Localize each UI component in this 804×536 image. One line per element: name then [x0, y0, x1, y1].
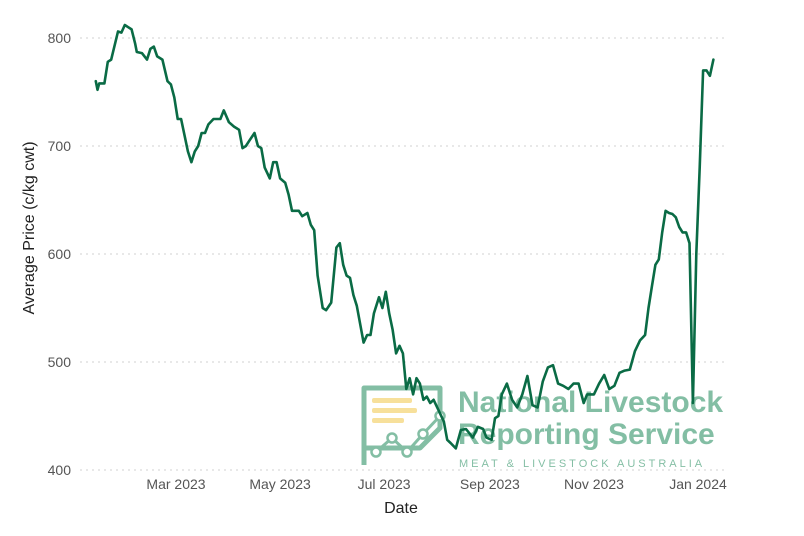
nlrs-logo-icon [361, 385, 446, 465]
watermark-title-line2: Reporting Service [458, 418, 715, 451]
x-tick-label: Mar 2023 [146, 476, 205, 492]
x-tick-label: Jan 2024 [669, 476, 727, 492]
x-axis-ticks: Mar 2023 May 2023 Jul 2023 Sep 2023 Nov 2023… [146, 476, 727, 492]
y-tick-label: 800 [48, 30, 72, 46]
x-tick-label: Jul 2023 [358, 476, 411, 492]
y-tick-label: 700 [48, 138, 72, 154]
y-tick-label: 400 [48, 462, 72, 478]
y-tick-label: 500 [48, 354, 72, 370]
series-line [94, 23, 715, 450]
x-tick-label: Nov 2023 [564, 476, 624, 492]
y-axis-ticks: 400 500 600 700 800 [48, 30, 72, 478]
watermark-subtitle: MEAT & LIVESTOCK AUSTRALIA [459, 458, 705, 470]
y-axis-title: Average Price (c/kg cwt) [21, 141, 38, 314]
x-axis-title: Date [384, 500, 418, 517]
x-tick-label: Sep 2023 [460, 476, 520, 492]
nlrs-watermark: National Livestock Reporting Service MEA… [361, 385, 723, 470]
x-tick-label: May 2023 [249, 476, 311, 492]
y-tick-label: 600 [48, 246, 72, 262]
